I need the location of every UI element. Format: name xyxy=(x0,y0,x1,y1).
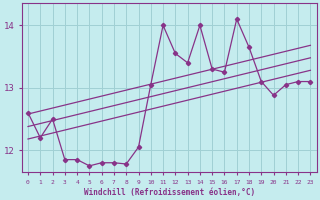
X-axis label: Windchill (Refroidissement éolien,°C): Windchill (Refroidissement éolien,°C) xyxy=(84,188,255,197)
